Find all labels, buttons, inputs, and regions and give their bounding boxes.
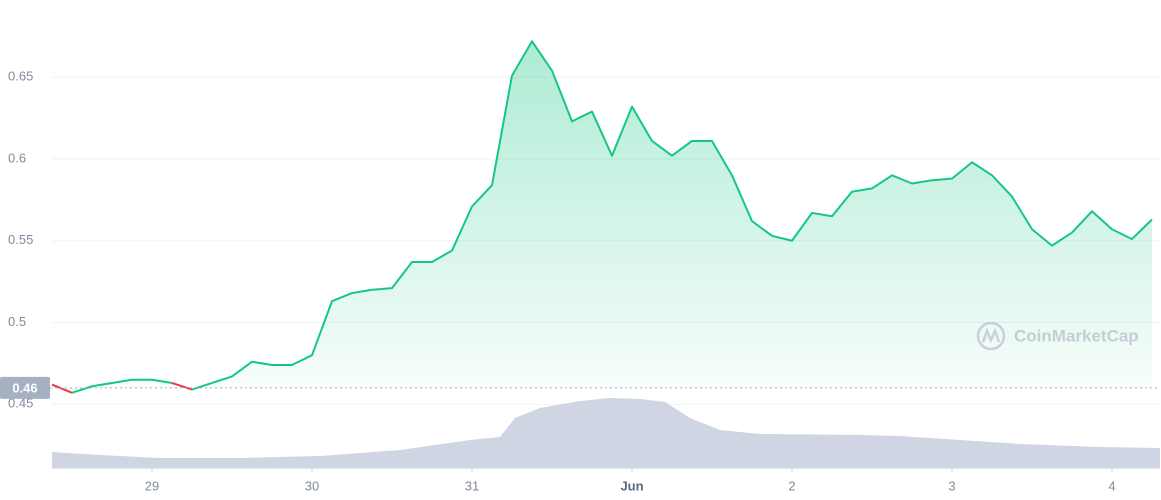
x-tick-label: 3 <box>948 478 955 493</box>
x-tick-label: 2 <box>788 478 795 493</box>
area-fill <box>52 41 1152 393</box>
price-line <box>91 378 173 388</box>
line-joint <box>51 383 73 394</box>
y-tick-label: 0.6 <box>8 150 26 165</box>
watermark-icon <box>976 321 1006 351</box>
x-tick-label: 4 <box>1108 478 1115 493</box>
volume-area <box>52 398 1160 468</box>
y-tick-label: 0.5 <box>8 314 26 329</box>
line-joint <box>191 382 213 391</box>
watermark-text: CoinMarketCap <box>1014 326 1139 345</box>
line-joint <box>71 385 93 394</box>
watermark: CoinMarketCap <box>976 321 1139 351</box>
x-tick-label: 29 <box>145 478 159 493</box>
y-tick-label: 0.55 <box>8 232 33 247</box>
x-tick-label: 30 <box>305 478 319 493</box>
x-tick-label: Jun <box>620 478 643 493</box>
line-joint <box>171 382 193 391</box>
y-tick-label: 0.65 <box>8 69 33 84</box>
reference-label: 0.46 <box>12 380 37 395</box>
price-line <box>211 40 1153 384</box>
x-tick-label: 31 <box>465 478 479 493</box>
y-tick-label: 0.45 <box>8 396 33 411</box>
reference-label-box <box>0 376 50 399</box>
price <box>51 40 1153 394</box>
watermark-icon <box>981 327 1001 344</box>
